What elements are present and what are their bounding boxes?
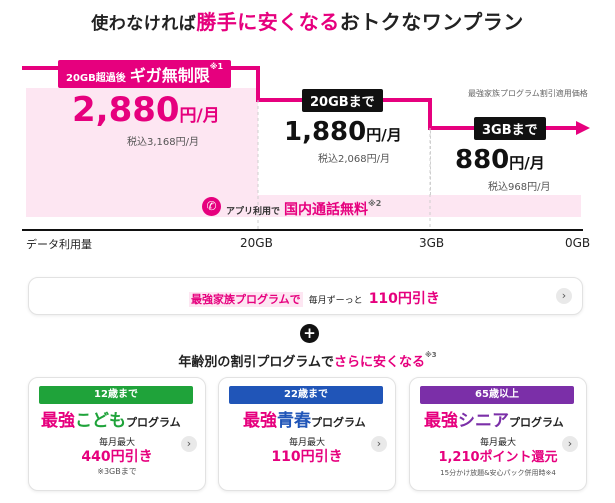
age-heading: 年齢別の割引プログラムでさらに安くなる※3 <box>0 351 615 370</box>
program-small: 毎月最大 <box>288 438 325 448</box>
program-amount: 440円引き <box>81 449 153 465</box>
family-name: 最強家族プログラムで <box>189 292 303 307</box>
tier2-tax: 税込2,068円/月 <box>318 154 390 165</box>
family-program-card[interactable]: 最強家族プログラムで 毎月ずーっと 110円引き › <box>28 277 583 315</box>
family-mid: 毎月ずーっと <box>308 296 363 306</box>
arrow-icon <box>576 121 590 135</box>
program-name: 最強青春プログラム <box>243 406 366 431</box>
program-amount: 1,210ポイント還元 <box>438 450 558 465</box>
plus-icon: + <box>300 324 319 343</box>
program-name-suffix: プログラム <box>126 416 181 429</box>
tier1-label-prefix: 20GB超過後 <box>66 73 126 84</box>
program-small: 毎月最大 <box>98 438 135 448</box>
program-note: ※3GBまで <box>97 467 137 476</box>
chevron-right-icon[interactable]: › <box>562 436 578 452</box>
tier2-price-unit: 円/月 <box>366 126 402 144</box>
tier3-tax: 税込968円/月 <box>488 182 551 193</box>
tier2-tag: 20GBまで <box>302 89 383 112</box>
call-main: 国内通話無料 <box>284 202 369 218</box>
axis-tick-20gb: 20GB <box>240 236 273 250</box>
axis-tick-3gb: 3GB <box>419 236 445 250</box>
program-amount: 110円引き <box>271 449 343 465</box>
program-name-prefix: 最強 <box>41 411 75 431</box>
call-note: ※2 <box>368 199 382 208</box>
chevron-right-icon[interactable]: › <box>181 436 197 452</box>
program-age-badge: 12歳まで <box>39 386 193 404</box>
tier1-tax: 税込3,168円/月 <box>127 137 199 148</box>
program-name-highlight: こども <box>75 411 126 431</box>
family-text: 最強家族プログラムで 毎月ずーっと 110円引き <box>189 288 440 308</box>
tier3-tag: 3GBまで <box>474 117 546 140</box>
age-heading-note: ※3 <box>424 351 437 359</box>
call-prefix: アプリ利用で <box>226 207 281 217</box>
phone-icon: ✆ <box>202 197 221 216</box>
tier1-price: 2,880円/月 <box>72 90 220 130</box>
axis-label: データ利用量 <box>26 238 92 251</box>
tier3-price-unit: 円/月 <box>509 154 545 172</box>
tier1-price-unit: 円/月 <box>179 106 220 126</box>
age-heading-part: 年齢別の割引プログラムで <box>178 355 334 370</box>
title-part: おトクなワンプラン <box>339 10 524 34</box>
tier3-price: 880円/月 <box>455 145 545 175</box>
program-name: 最強こどもプログラム <box>41 406 181 431</box>
price-note: 最強家族プログラム割引適用価格 <box>468 89 588 98</box>
tier1-price-value: 2,880 <box>72 90 180 130</box>
tier1-label-main: ギガ無制限 <box>129 66 210 85</box>
tier2-price-value: 1,880 <box>284 117 367 147</box>
program-name-suffix: プログラム <box>509 416 564 429</box>
program-name-highlight: シニア <box>458 411 509 431</box>
program-name-highlight: 青春 <box>277 411 311 431</box>
program-name-prefix: 最強 <box>424 411 458 431</box>
title-highlight: 勝手に安くなる <box>196 10 340 34</box>
program-small: 毎月最大 <box>479 438 516 448</box>
program-card-kids[interactable]: 12歳まで 最強こどもプログラム 毎月最大 440円引き ※3GBまで › <box>28 377 206 491</box>
program-name-suffix: プログラム <box>311 416 366 429</box>
program-name: 最強シニアプログラム <box>424 406 564 431</box>
axis-tick-0gb: 0GB <box>565 236 591 250</box>
family-amount: 110円引き <box>368 291 440 307</box>
chevron-right-icon[interactable]: › <box>371 436 387 452</box>
title-part: 使わなければ <box>91 14 197 34</box>
chevron-right-icon[interactable]: › <box>556 288 572 304</box>
tier1-note: ※1 <box>209 62 224 71</box>
program-card-senior[interactable]: 65歳以上 最強シニアプログラム 毎月最大 1,210ポイント還元 15分かけ放… <box>409 377 587 491</box>
program-note: 15分かけ放題&安心パック併用時※4 <box>440 469 556 477</box>
tier3-price-value: 880 <box>455 145 510 175</box>
program-age-badge: 22歳まで <box>229 386 383 404</box>
tier1-background <box>26 88 258 195</box>
call-background <box>26 195 581 217</box>
program-age-badge: 65歳以上 <box>420 386 574 404</box>
call-free-label: アプリ利用で 国内通話無料※2 <box>226 199 381 219</box>
age-heading-highlight: さらに安くなる <box>333 355 425 370</box>
page-title: 使わなければ勝手に安くなるおトクなワンプラン <box>0 6 615 35</box>
program-name-prefix: 最強 <box>243 411 277 431</box>
tier1-label: 20GB超過後 ギガ無制限※1 <box>58 60 232 88</box>
tier2-price: 1,880円/月 <box>284 117 402 147</box>
program-card-youth[interactable]: 22歳まで 最強青春プログラム 毎月最大 110円引き › <box>218 377 396 491</box>
